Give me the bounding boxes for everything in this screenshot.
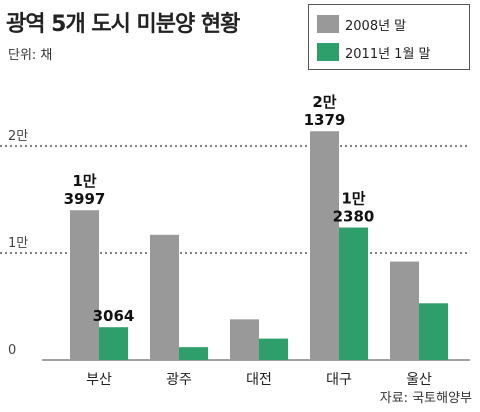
bar-울산-0 (390, 261, 419, 360)
data-label-3-0: 1만 (341, 190, 365, 208)
source-label: 자료: 국토해양부 (379, 391, 472, 406)
legend-swatch-2008 (317, 15, 339, 33)
bar-대전-1 (259, 338, 288, 360)
legend-item-2011: 2011년 1월 말 (317, 41, 431, 63)
legend-item-2008: 2008년 말 (317, 13, 406, 35)
data-label-0-0: 1만 (72, 172, 96, 190)
legend-label-2008: 2008년 말 (345, 18, 407, 34)
data-label-3-1: 2380 (333, 208, 375, 226)
data-label-1-0: 3064 (93, 307, 135, 325)
y-tick-label-2: 2만 (8, 129, 28, 144)
category-label-3: 대구 (326, 372, 352, 388)
category-label-0: 부산 (86, 372, 112, 388)
category-label-4: 울산 (406, 372, 432, 388)
bar-울산-1 (419, 303, 448, 360)
y-tick-label-0: 0 (8, 343, 16, 358)
chart-title: 광역 5개 도시 미분양 현황 (6, 12, 240, 37)
y-tick-label-1: 1만 (8, 236, 28, 251)
bar-대구-0 (310, 131, 339, 360)
legend: 2008년 말 2011년 1월 말 (308, 4, 470, 70)
legend-label-2011: 2011년 1월 말 (345, 46, 431, 62)
data-label-2-0: 2만 (312, 93, 336, 111)
bar-부산-0 (70, 210, 99, 360)
bar-대전-0 (230, 319, 259, 360)
bar-대구-1 (339, 227, 368, 360)
data-label-2-1: 1379 (304, 111, 346, 129)
bar-광주-1 (179, 347, 208, 360)
bar-광주-0 (150, 234, 179, 360)
legend-swatch-2011 (317, 43, 339, 61)
bar-부산-1 (99, 327, 128, 360)
data-label-0-1: 3997 (64, 190, 106, 208)
category-label-2: 대전 (246, 372, 272, 388)
category-label-1: 광주 (166, 372, 192, 388)
unit-label: 단위: 채 (8, 48, 53, 63)
